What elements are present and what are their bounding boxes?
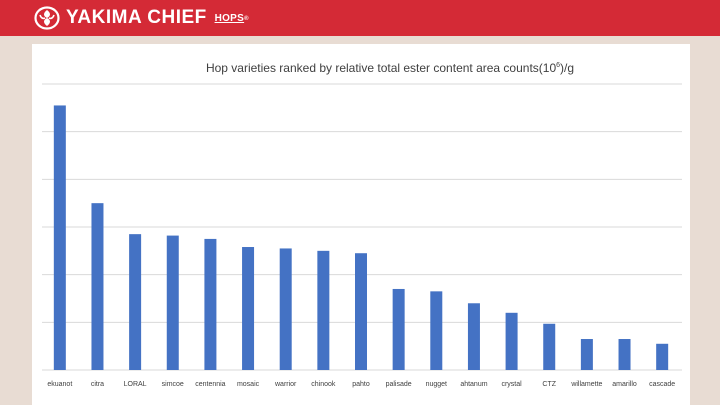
x-tick-label: pahto xyxy=(352,381,370,388)
bar xyxy=(656,343,669,370)
bar xyxy=(53,105,66,370)
x-tick-label: LORAL xyxy=(124,381,147,388)
bar-series xyxy=(53,105,669,370)
brand-name: YAKIMA CHIEF xyxy=(66,7,207,28)
bar xyxy=(129,234,142,370)
x-tick-label: amarillo xyxy=(612,381,637,388)
bar xyxy=(543,323,556,370)
x-axis-labels: ekuanot citra LORAL simcoe centennia mosaic wa… xyxy=(47,381,675,388)
trademark-symbol: ® xyxy=(244,16,249,22)
bar xyxy=(355,253,367,370)
x-tick-label: mosaic xyxy=(237,381,260,388)
bar xyxy=(91,203,104,370)
bar xyxy=(242,247,255,370)
bar xyxy=(317,250,330,370)
x-tick-label: simcoe xyxy=(162,381,184,388)
bar xyxy=(430,291,443,370)
chart-panel: ekuanot citra LORAL simcoe centennia mosaic wa… xyxy=(32,44,690,405)
x-tick-label: nugget xyxy=(426,381,447,388)
bar xyxy=(505,312,518,370)
x-tick-label: CTZ xyxy=(542,381,556,388)
x-tick-label: crystal xyxy=(501,381,522,388)
bar xyxy=(580,339,593,370)
chart-title: Hop varieties ranked by relative total e… xyxy=(206,61,574,75)
bar xyxy=(204,238,217,370)
site-header: YAKIMA CHIEF HOPS® xyxy=(0,0,720,36)
x-tick-label: palisade xyxy=(386,381,412,388)
x-tick-label: warrior xyxy=(274,381,297,388)
chart-title-exponent: 6 xyxy=(556,62,560,69)
x-tick-label: willamette xyxy=(570,381,602,388)
chart-title-tail: )/g xyxy=(560,61,574,75)
bar xyxy=(166,235,179,370)
x-tick-label: ahtanum xyxy=(460,381,487,388)
bar xyxy=(279,248,292,370)
yakima-chief-logo-icon[interactable] xyxy=(34,6,60,30)
bar xyxy=(467,303,480,370)
x-tick-label: citra xyxy=(91,381,104,388)
x-tick-label: ekuanot xyxy=(47,381,72,388)
x-tick-label: centennia xyxy=(195,381,225,388)
bar xyxy=(392,288,405,370)
brand-suffix: HOPS xyxy=(214,13,245,24)
gridlines xyxy=(42,83,682,371)
bar-chart: ekuanot citra LORAL simcoe centennia mosaic wa… xyxy=(42,61,682,388)
chart-title-main: Hop varieties ranked by relative total e… xyxy=(206,61,557,75)
brand-logo-text[interactable]: YAKIMA CHIEF HOPS® xyxy=(66,8,249,28)
x-tick-label: cascade xyxy=(649,381,675,388)
bar xyxy=(618,339,631,370)
x-tick-label: chinook xyxy=(311,381,336,388)
